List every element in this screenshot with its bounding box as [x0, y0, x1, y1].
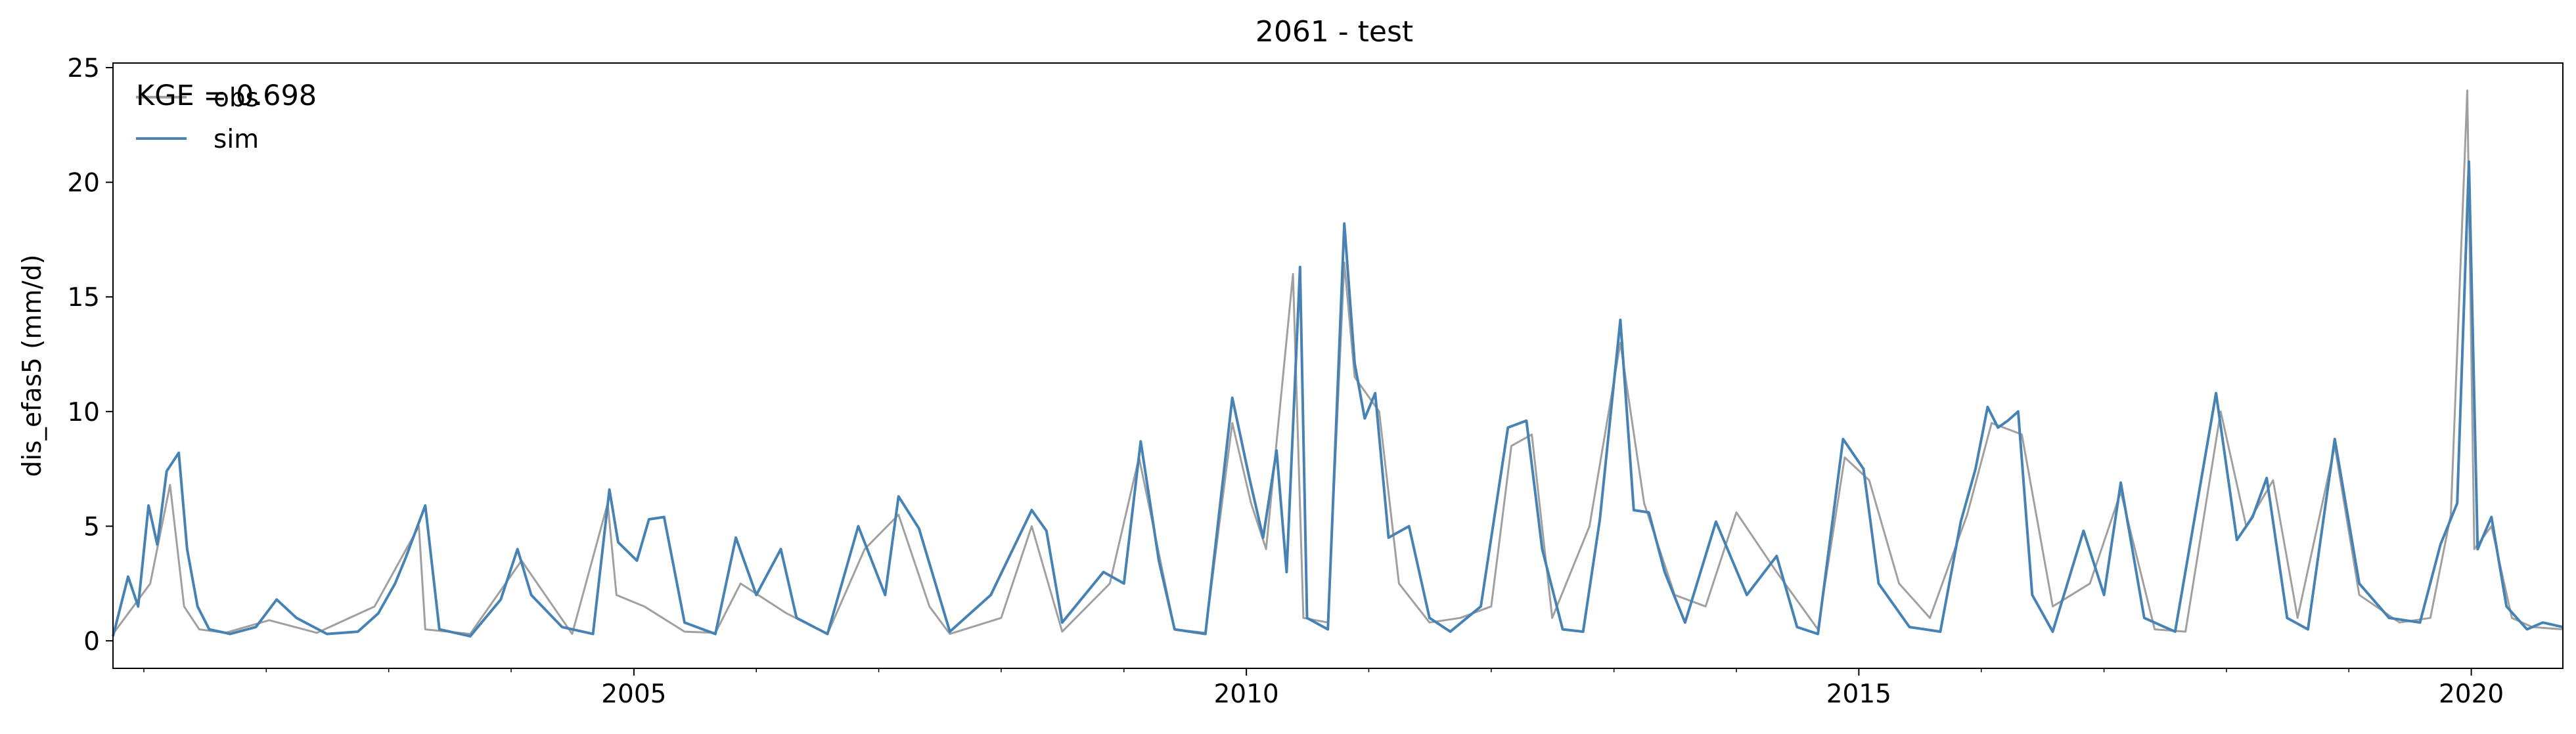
legend-label-obs: obs	[214, 83, 259, 113]
x-tick-label: 2015	[1826, 680, 1891, 709]
y-tick-label: 25	[67, 54, 100, 83]
y-tick-label: 20	[67, 169, 100, 198]
y-axis-label: dis_efas5 (mm/d)	[18, 255, 47, 477]
y-tick-label: 10	[67, 398, 100, 427]
y-tick-label: 15	[67, 283, 100, 313]
series-line-sim	[112, 160, 2564, 638]
legend: obs sim	[136, 83, 259, 154]
series-line-obs	[112, 89, 2564, 636]
y-axis: 0 5 10 15 20 25	[67, 54, 113, 657]
legend-label-sim: sim	[214, 125, 259, 154]
x-tick-label: 2020	[2439, 680, 2504, 709]
plot-frame	[112, 62, 2564, 669]
y-tick-label: 5	[83, 512, 100, 542]
kge-annotation: KGE = 0.698	[136, 79, 317, 112]
x-tick-label: 2010	[1213, 680, 1278, 709]
plot-area	[112, 62, 2564, 669]
y-tick-label: 0	[83, 627, 100, 657]
chart-title: 2061 - test	[1255, 15, 1413, 49]
x-tick-label: 2005	[601, 680, 666, 709]
x-axis: 2005 2010 2015 2020	[143, 668, 2504, 709]
